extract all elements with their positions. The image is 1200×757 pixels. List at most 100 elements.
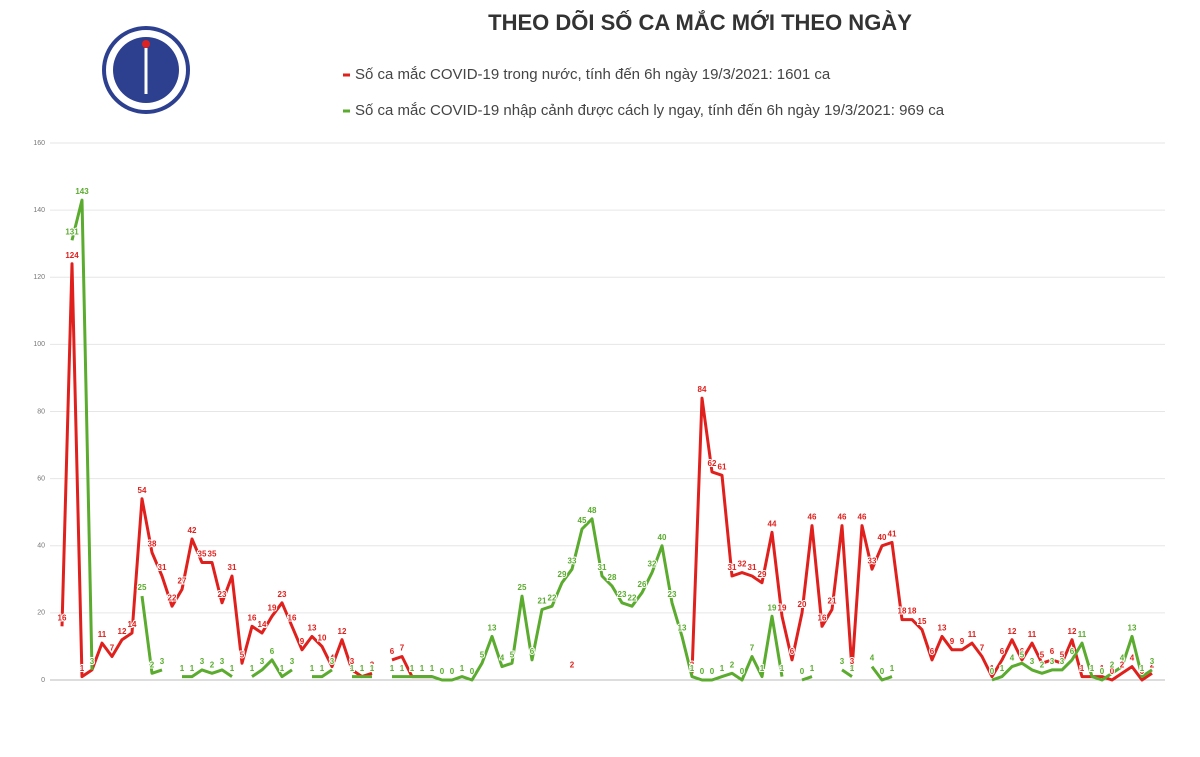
data-label: 3: [200, 657, 205, 666]
data-label: 3: [90, 657, 95, 666]
data-label: 2: [370, 660, 375, 669]
y-tick-label: 80: [37, 408, 45, 415]
data-label: 3: [350, 657, 355, 666]
data-label: 31: [158, 563, 167, 572]
data-label: 14: [258, 620, 267, 629]
data-label: 6: [1050, 647, 1055, 656]
data-label: 3: [1060, 657, 1065, 666]
data-label: 46: [858, 513, 867, 522]
data-label: 33: [568, 556, 577, 565]
data-label: 14: [128, 620, 137, 629]
data-label: 0: [800, 667, 805, 676]
data-label: 1: [460, 664, 465, 673]
data-label: 2: [690, 660, 695, 669]
data-label: 46: [838, 513, 847, 522]
data-label: 0: [700, 667, 705, 676]
data-label: 1: [310, 664, 315, 673]
data-label: 143: [75, 187, 89, 196]
data-label: 1: [410, 664, 415, 673]
data-label: 5: [1060, 650, 1065, 659]
data-label: 7: [400, 644, 405, 653]
data-label: 31: [228, 563, 237, 572]
data-label: 3: [840, 657, 845, 666]
data-label: 22: [628, 593, 637, 602]
data-label: 1: [1000, 664, 1005, 673]
data-label: 20: [798, 600, 807, 609]
data-label: 38: [148, 540, 157, 549]
data-label: 25: [138, 583, 147, 592]
logo-star: [142, 40, 150, 48]
data-label: 9: [300, 637, 305, 646]
data-label: 45: [578, 516, 587, 525]
data-label: 0: [740, 667, 745, 676]
data-label: 42: [188, 526, 197, 535]
data-label: 5: [240, 650, 245, 659]
data-label: 15: [918, 617, 927, 626]
data-label: 11: [1078, 630, 1087, 639]
data-label: 1: [280, 664, 285, 673]
data-label: 4: [1120, 654, 1125, 663]
data-label: 7: [750, 644, 755, 653]
data-label: 26: [638, 580, 647, 589]
data-label: 13: [938, 623, 947, 632]
data-label: 1: [420, 664, 425, 673]
data-label: 44: [768, 519, 777, 528]
data-label: 18: [898, 607, 907, 616]
data-label: 13: [1128, 623, 1137, 632]
data-label: 1: [360, 664, 365, 673]
data-label: 2: [1120, 660, 1125, 669]
data-label: 0: [990, 667, 995, 676]
data-label: 23: [668, 590, 677, 599]
data-label: 33: [868, 556, 877, 565]
data-label: 22: [548, 593, 557, 602]
data-label: 1: [430, 664, 435, 673]
data-label: 31: [748, 563, 757, 572]
series-line: [70, 198, 1153, 682]
data-label: 1: [370, 664, 375, 673]
data-label: 2: [210, 660, 215, 669]
data-label: 13: [488, 623, 497, 632]
data-label: 1: [780, 664, 785, 673]
y-tick-label: 120: [33, 274, 45, 281]
data-label: 35: [198, 550, 207, 559]
data-label: 2: [1150, 660, 1155, 669]
data-label: 6: [790, 647, 795, 656]
data-label: 35: [208, 550, 217, 559]
data-label: 1: [850, 664, 855, 673]
data-label: 0: [450, 667, 455, 676]
y-tick-label: 160: [33, 140, 45, 147]
data-label: 2: [730, 660, 735, 669]
data-label: 3: [90, 657, 95, 666]
legend-label: Số ca mắc COVID-19 trong nước, tính đến …: [355, 66, 831, 83]
data-label: 1: [760, 664, 765, 673]
data-label: 1: [1090, 664, 1095, 673]
data-label: 54: [138, 486, 147, 495]
data-label: 1: [190, 664, 195, 673]
data-label: 5: [510, 650, 515, 659]
data-label: 131: [65, 227, 79, 236]
data-label: 0: [880, 667, 885, 676]
data-label: 9: [960, 637, 965, 646]
data-label: 3: [220, 657, 225, 666]
data-label: 124: [65, 251, 79, 260]
data-label: 5: [480, 650, 485, 659]
data-label: 9: [950, 637, 955, 646]
data-label: 1: [410, 664, 415, 673]
data-label: 6: [530, 647, 535, 656]
data-label: 31: [598, 563, 607, 572]
data-label: 3: [330, 657, 335, 666]
y-tick-label: 40: [37, 543, 45, 550]
data-label: 11: [1028, 630, 1037, 639]
data-label: 19: [268, 603, 277, 612]
data-label: 40: [658, 533, 667, 542]
y-tick-label: 140: [33, 207, 45, 214]
data-label: 21: [538, 597, 547, 606]
data-label: 61: [718, 462, 727, 471]
data-label: 41: [888, 530, 897, 539]
data-label: 1: [890, 664, 895, 673]
data-label: 1: [990, 664, 995, 673]
data-label: 3: [1030, 657, 1035, 666]
data-label: 1: [720, 664, 725, 673]
data-label: 1: [1090, 664, 1095, 673]
